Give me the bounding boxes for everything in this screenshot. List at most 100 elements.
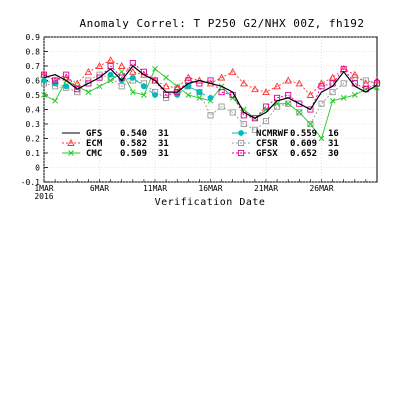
data-point-stroke <box>285 100 292 107</box>
data-point <box>207 112 214 119</box>
legend-mean: 0.652 <box>290 149 317 159</box>
data-point-stroke <box>41 92 47 98</box>
series-ncmrwf <box>41 71 214 101</box>
legend-count: 16 <box>328 129 339 139</box>
data-point <box>129 89 136 95</box>
data-point-stroke <box>129 89 136 95</box>
data-point <box>217 73 226 81</box>
data-point <box>296 109 303 116</box>
data-point <box>85 80 92 87</box>
x-axis-label: Verification Date <box>155 197 266 208</box>
chart-title: Anomaly Correl: T P250 G2/NHX 00Z, fh192 <box>80 17 365 30</box>
legend-count: 31 <box>158 139 169 149</box>
y-tick-label: 0.4 <box>26 106 41 115</box>
legend-name: CMC <box>86 149 102 159</box>
x-tick-label: 11MAR <box>143 184 167 193</box>
data-point <box>141 92 147 98</box>
legend-name: ECM <box>86 139 103 149</box>
data-point <box>41 92 47 98</box>
legend-mean: 0.559 <box>290 129 317 139</box>
series-line <box>43 65 378 119</box>
legend-entry-ncmrwf: NCMRWF 0.559 16 <box>232 129 339 139</box>
data-point <box>152 92 158 98</box>
y-tick-label: 0.2 <box>26 135 41 144</box>
data-point <box>63 83 70 90</box>
data-point <box>129 67 137 75</box>
legend-count: 31 <box>158 149 169 159</box>
data-point <box>218 89 225 96</box>
y-tick-label: 0.7 <box>26 62 41 71</box>
data-point <box>328 73 337 81</box>
data-point <box>118 83 125 90</box>
data-point <box>63 71 70 78</box>
data-point-stroke <box>196 95 203 101</box>
legend-entry-cmc: CMC 0.509 31 <box>62 149 169 159</box>
data-point <box>362 77 369 84</box>
data-point <box>318 83 325 90</box>
legend-entry-gfs: GFS 0.540 31 <box>62 129 169 139</box>
data-point-stroke <box>68 150 74 156</box>
data-point <box>162 82 170 90</box>
data-point <box>307 106 314 113</box>
legend-name: NCMRWF <box>256 129 289 139</box>
data-point <box>107 77 114 84</box>
y-tick-label: 0.3 <box>26 120 41 129</box>
data-point <box>117 62 126 69</box>
legend-count: 31 <box>328 139 339 149</box>
series-line <box>176 85 211 99</box>
legend-count: 30 <box>328 149 339 159</box>
data-point <box>229 109 236 116</box>
legend-entry-ecm: ECM 0.582 31 <box>62 139 169 149</box>
data-point-stroke <box>307 121 314 127</box>
data-point <box>285 100 292 107</box>
data-point <box>163 74 169 81</box>
data-point <box>237 149 245 157</box>
data-point-stroke <box>152 66 158 72</box>
data-point-stroke <box>318 135 325 142</box>
data-point <box>351 70 359 78</box>
data-point <box>373 76 381 84</box>
series-group <box>40 56 381 142</box>
data-point <box>318 100 325 107</box>
data-point <box>106 56 115 64</box>
data-point <box>262 118 270 125</box>
data-point <box>295 79 304 87</box>
data-point <box>73 79 82 87</box>
data-point <box>52 97 58 104</box>
y-tick-label: 0.5 <box>26 91 41 100</box>
legend-entry-cfsr: CFSR 0.609 31 <box>232 139 339 149</box>
data-point <box>240 120 247 128</box>
legend-mean: 0.609 <box>290 139 317 149</box>
data-point-stroke <box>296 109 303 116</box>
y-tick-label: 0.6 <box>26 77 41 86</box>
data-point <box>68 150 74 156</box>
data-point <box>95 62 104 69</box>
data-point <box>118 68 125 75</box>
grid <box>43 36 377 183</box>
data-point <box>67 139 75 146</box>
data-point <box>185 92 192 98</box>
data-point <box>152 66 158 72</box>
x-tick-label: 6MAR <box>90 184 109 193</box>
x-tick-label: 26MAR <box>309 184 333 193</box>
data-point-stroke <box>96 83 103 90</box>
data-point-stroke <box>340 95 347 101</box>
data-point <box>307 120 314 128</box>
legend-name: GFS <box>86 129 102 139</box>
data-point <box>351 92 358 98</box>
data-point <box>52 77 59 84</box>
x-tick-label: 1MAR <box>34 184 53 193</box>
data-point <box>240 79 248 87</box>
data-point <box>317 79 326 87</box>
data-point <box>251 126 258 133</box>
data-point <box>340 95 347 101</box>
data-point <box>340 80 347 87</box>
y-tick-label: 0 <box>35 164 40 173</box>
y-axis: 0.9 0.8 0.7 0.6 0.5 0.4 0.3 0.2 0.1 0 -0.1 <box>21 33 48 187</box>
data-point <box>96 74 103 81</box>
data-point-stroke <box>52 97 58 104</box>
data-point <box>173 83 181 91</box>
data-point <box>107 71 114 78</box>
data-point-stroke <box>163 74 169 81</box>
